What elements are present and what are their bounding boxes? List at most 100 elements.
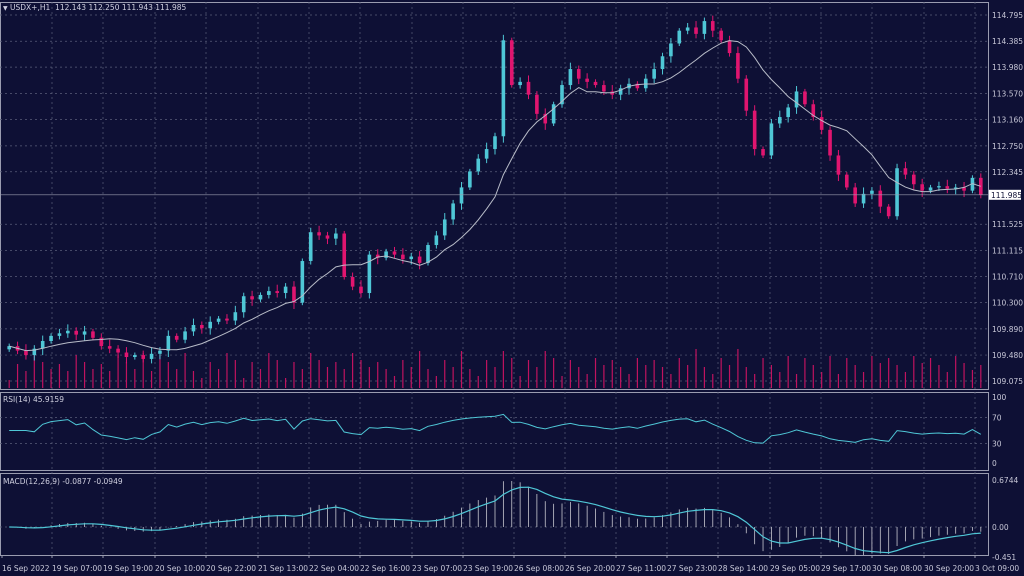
dropdown-triangle-icon[interactable]: ▼ [3, 5, 8, 12]
bear-candle [886, 206, 891, 217]
price-tick-label: 111.525 [992, 220, 1023, 229]
bear-candle [317, 232, 321, 236]
price-tick-label: 114.385 [992, 37, 1023, 46]
time-tick-label: 27 Sep 23:00 [667, 564, 717, 573]
bear-candle [803, 91, 807, 105]
bull-candle [241, 296, 246, 313]
bull-candle [367, 254, 372, 294]
bear-candle [593, 81, 598, 86]
bear-candle [694, 27, 698, 34]
macd-tick-label: 0.6744 [992, 476, 1018, 485]
bear-candle [342, 233, 347, 278]
current-price-label: 111.985 [991, 191, 1022, 200]
time-tick-label: 19 Sep 19:00 [103, 564, 153, 573]
bear-candle [275, 291, 280, 294]
time-tick-label: 30 Sep 08:00 [872, 564, 922, 573]
pane-frame [0, 2, 989, 390]
bear-candle [417, 256, 422, 263]
bull-candle [409, 256, 414, 260]
bear-candle [375, 254, 380, 258]
bear-candle [962, 187, 966, 191]
time-tick-label: 27 Sep 11:00 [616, 564, 666, 573]
bull-candle [518, 81, 522, 86]
bull-candle [334, 233, 338, 239]
bull-candle [434, 235, 439, 246]
bull-candle [258, 294, 263, 300]
bear-candle [828, 129, 832, 156]
bull-candle [895, 168, 899, 217]
price-tick-label: 109.480 [992, 351, 1023, 360]
bull-candle [426, 245, 430, 263]
time-tick-label: 22 Sep 16:00 [360, 564, 410, 573]
bull-candle [660, 56, 665, 70]
macd-tick-label: 0.00 [992, 523, 1009, 532]
bear-candle [903, 168, 908, 175]
bear-candle [836, 155, 841, 175]
bull-candle [82, 331, 87, 335]
bull-candle [384, 251, 388, 258]
symbol-label: USDX+,H1 [10, 3, 51, 12]
ohlc-label: 112.143 112.250 111.943 111.985 [55, 3, 187, 12]
price-tick-label: 110.710 [992, 272, 1023, 281]
bear-candle [99, 337, 104, 347]
price-tick-label: 113.980 [992, 63, 1023, 72]
time-tick-label: 29 Sep 05:00 [770, 564, 820, 573]
bull-candle [191, 325, 196, 332]
bull-candle [560, 85, 564, 105]
rsi-tick-label: 100 [992, 393, 1007, 402]
moving-average-line [9, 40, 981, 352]
bear-candle [602, 85, 606, 92]
bear-candle [107, 346, 112, 349]
bear-candle [853, 187, 857, 204]
bull-candle [937, 186, 941, 188]
time-tick-label: 3 Oct 09:00 [975, 564, 1019, 573]
bull-candle [233, 312, 238, 321]
rsi-label: RSI(14) 45.9159 [3, 395, 64, 404]
bull-candle [57, 333, 62, 336]
bear-candle [844, 174, 849, 188]
bear-candle [576, 69, 581, 79]
bear-candle [535, 94, 539, 114]
current-price-tag [989, 189, 1021, 200]
time-tick-label: 22 Sep 04:00 [309, 564, 359, 573]
bull-candle [786, 107, 790, 118]
chart-header: ▼ USDX+,H1 112.143 112.250 111.943 111.9… [3, 3, 186, 12]
rsi-tick-label: 0 [992, 459, 997, 468]
bear-candle [920, 184, 924, 191]
bull-candle [928, 187, 933, 191]
bull-candle [149, 353, 154, 359]
bear-candle [24, 350, 28, 356]
bear-candle [250, 296, 254, 300]
bull-candle [442, 219, 447, 236]
bear-candle [292, 286, 296, 303]
bear-candle [225, 318, 229, 321]
time-tick-label: 28 Sep 14:00 [718, 564, 768, 573]
time-tick-label: 20 Sep 10:00 [155, 564, 205, 573]
bear-candle [74, 330, 78, 335]
bull-candle [568, 69, 573, 86]
time-tick-label: 19 Sep 07:00 [52, 564, 102, 573]
price-tick-label: 111.115 [992, 246, 1023, 255]
price-tick-label: 112.345 [992, 168, 1023, 177]
bear-candle [727, 40, 732, 54]
bull-candle [643, 78, 648, 89]
bull-candle [669, 43, 673, 57]
bull-candle [484, 149, 489, 159]
bull-candle [677, 30, 682, 44]
bull-candle [685, 27, 690, 31]
bear-candle [736, 53, 740, 79]
macd-signal-line [9, 486, 981, 554]
bear-candle [945, 186, 950, 189]
bear-candle [585, 78, 589, 82]
bear-candle [878, 190, 883, 207]
macd-label: MACD(12,26,9) -0.0877 -0.0949 [3, 477, 123, 486]
time-tick-label: 20 Sep 22:00 [206, 564, 256, 573]
macd-tick-label: -0.451 [992, 553, 1016, 562]
bull-candle [777, 117, 782, 124]
price-tick-label: 114.795 [992, 11, 1023, 20]
pane-frame [0, 392, 989, 471]
price-tick-label: 109.890 [992, 325, 1023, 334]
time-tick-label: 26 Sep 08:00 [514, 564, 564, 573]
bull-candle [652, 69, 656, 79]
